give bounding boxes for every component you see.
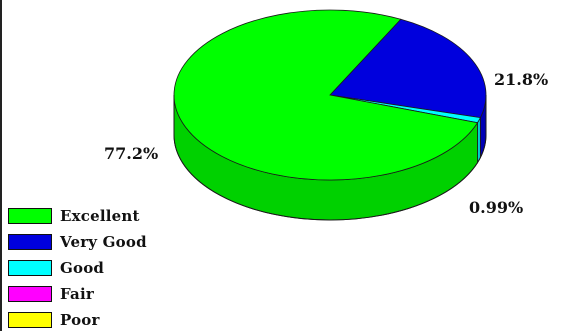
pie-side-good bbox=[477, 117, 481, 165]
data-label-very-good: 21.8% bbox=[494, 70, 549, 89]
legend-item-excellent: Excellent bbox=[8, 203, 208, 229]
pie-slice-very-good bbox=[329, 18, 487, 119]
legend-swatch-fair bbox=[8, 286, 52, 302]
legend-swatch-excellent bbox=[8, 208, 52, 224]
frame-left-border bbox=[0, 0, 2, 331]
legend-swatch-good bbox=[8, 260, 52, 276]
pie-slice-excellent bbox=[173, 9, 479, 181]
legend-item-poor: Poor bbox=[8, 307, 208, 333]
legend-label-good: Good bbox=[60, 259, 105, 277]
pie-outline bbox=[173, 95, 487, 221]
legend-swatch-poor bbox=[8, 312, 52, 328]
data-label-good: 0.99% bbox=[469, 198, 524, 217]
legend-item-good: Good bbox=[8, 255, 208, 281]
legend-item-very-good: Very Good bbox=[8, 229, 208, 255]
legend-swatch-very-good bbox=[8, 234, 52, 250]
legend-label-excellent: Excellent bbox=[60, 207, 140, 225]
legend-item-fair: Fair bbox=[8, 281, 208, 307]
legend-label-poor: Poor bbox=[60, 311, 100, 329]
legend-label-fair: Fair bbox=[60, 285, 94, 303]
legend: Excellent Very Good Good Fair Poor bbox=[8, 203, 208, 333]
legend-label-very-good: Very Good bbox=[60, 233, 147, 251]
data-label-excellent: 77.2% bbox=[104, 144, 159, 163]
